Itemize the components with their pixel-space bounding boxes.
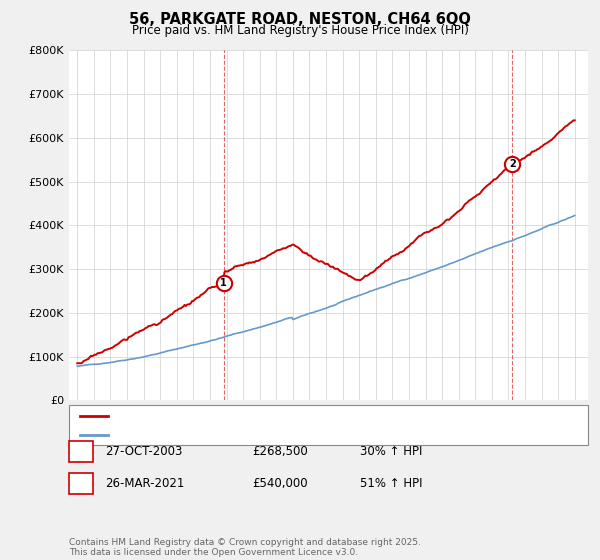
Text: Contains HM Land Registry data © Crown copyright and database right 2025.
This d: Contains HM Land Registry data © Crown c… xyxy=(69,538,421,557)
Text: 56, PARKGATE ROAD, NESTON, CH64 6QQ: 56, PARKGATE ROAD, NESTON, CH64 6QQ xyxy=(129,12,471,27)
Text: 56, PARKGATE ROAD, NESTON, CH64 6QQ (detached house): 56, PARKGATE ROAD, NESTON, CH64 6QQ (det… xyxy=(113,411,426,421)
Text: £540,000: £540,000 xyxy=(252,477,308,491)
Text: 1: 1 xyxy=(220,278,227,288)
Text: 26-MAR-2021: 26-MAR-2021 xyxy=(105,477,184,491)
Text: HPI: Average price, detached house, Cheshire West and Chester: HPI: Average price, detached house, Ches… xyxy=(113,430,448,440)
Text: 2: 2 xyxy=(509,159,515,169)
Text: 30% ↑ HPI: 30% ↑ HPI xyxy=(360,445,422,458)
Text: 27-OCT-2003: 27-OCT-2003 xyxy=(105,445,182,458)
Text: 1: 1 xyxy=(77,446,85,456)
Text: 2: 2 xyxy=(77,479,85,489)
Text: 51% ↑ HPI: 51% ↑ HPI xyxy=(360,477,422,491)
Text: £268,500: £268,500 xyxy=(252,445,308,458)
Text: Price paid vs. HM Land Registry's House Price Index (HPI): Price paid vs. HM Land Registry's House … xyxy=(131,24,469,37)
